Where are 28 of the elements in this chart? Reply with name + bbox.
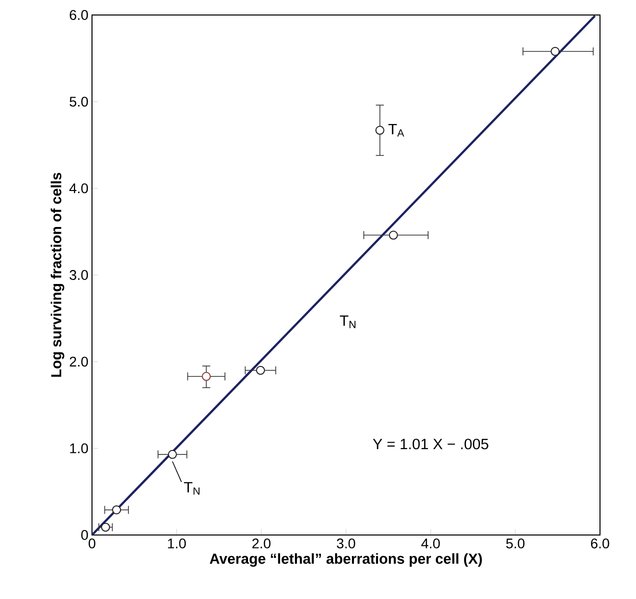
y-tick-label: 0 bbox=[81, 530, 88, 540]
point bbox=[112, 505, 122, 514]
point bbox=[101, 522, 110, 532]
x-tick-label: 1.0 bbox=[168, 538, 186, 548]
annotation: T$_{N}$ bbox=[340, 316, 356, 328]
annotation: Y = 1.01 X − .005 bbox=[372, 438, 488, 450]
y-tick-label: 6.0 bbox=[70, 10, 88, 20]
point bbox=[256, 366, 265, 375]
point bbox=[550, 46, 560, 56]
x-tick-label: 2.0 bbox=[252, 538, 270, 548]
point bbox=[202, 372, 211, 381]
annotation: T$_{N}$ bbox=[184, 482, 200, 495]
x-tick-label: 6.0 bbox=[591, 538, 610, 548]
point bbox=[168, 450, 177, 459]
x-tick-label: 4.0 bbox=[421, 538, 440, 548]
y-tick-label: 2.0 bbox=[70, 356, 88, 367]
y-tick-label: 5.0 bbox=[70, 96, 88, 107]
x-tick-label: 3.0 bbox=[336, 538, 356, 548]
x-tick-label: 0 bbox=[88, 538, 96, 548]
point bbox=[375, 126, 384, 135]
y-tick-label: 4.0 bbox=[69, 183, 88, 194]
x-axis-title: Average “lethal” aberrations per cell (X) bbox=[210, 553, 482, 567]
y-tick-label: 1.0 bbox=[70, 443, 88, 454]
y-axis-title: Log surviving fraction of cells bbox=[50, 172, 64, 377]
y-tick-label: 3.0 bbox=[70, 270, 88, 280]
point bbox=[388, 230, 398, 240]
annotation: T$_{A}$ bbox=[388, 124, 404, 137]
x-tick-label: 5.0 bbox=[506, 538, 524, 548]
